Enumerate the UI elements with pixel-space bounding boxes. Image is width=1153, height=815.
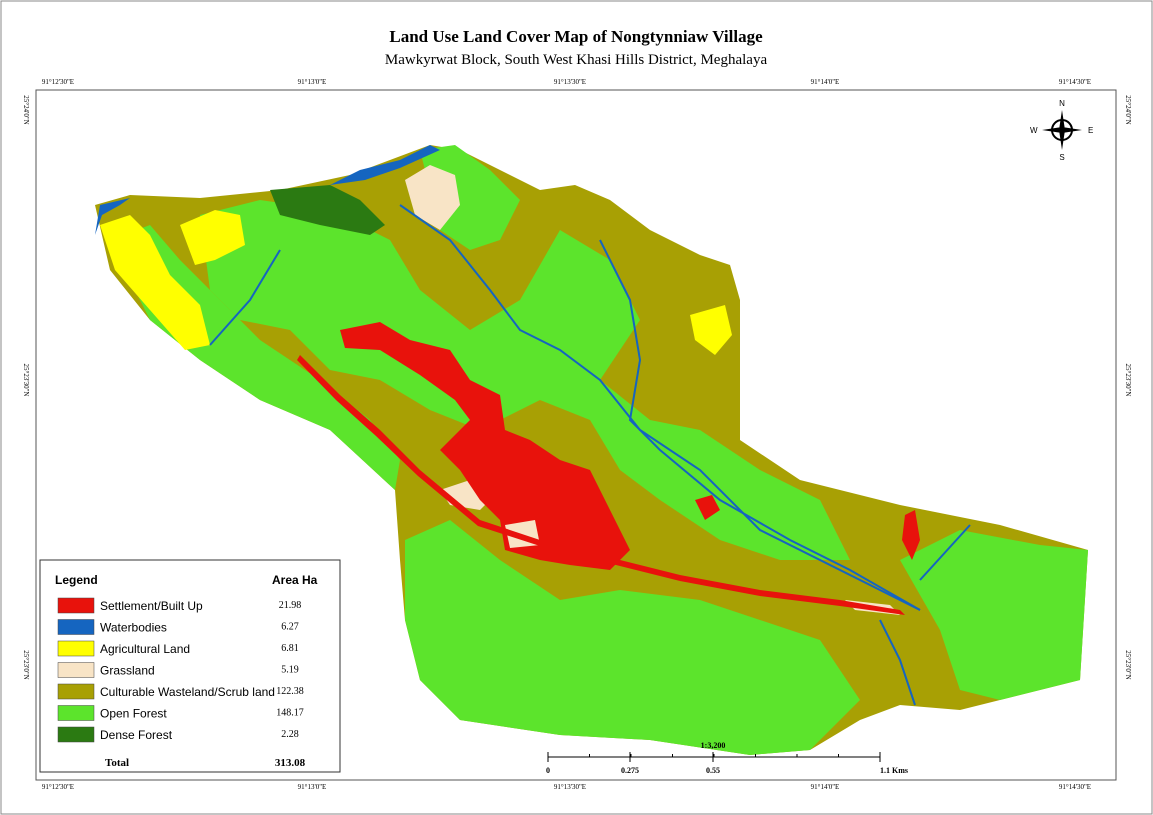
stream (919, 524, 971, 581)
title: Land Use Land Cover Map of Nongtynniaw V… (389, 27, 763, 46)
coord-bottom: 91°13'30"E (554, 783, 586, 791)
agricultural-land (690, 305, 732, 355)
coord-left: 25°24'0"N (22, 95, 30, 124)
waterbody (95, 198, 130, 235)
graticule-labels: 91°12'30"E 91°13'0"E 91°13'30"E 91°14'0"E 91… (22, 78, 1132, 791)
legend-area-header: Area Ha (272, 573, 318, 587)
settlement (902, 510, 920, 560)
map-frame (35, 89, 1117, 781)
legend-area: 6.27 (281, 622, 299, 633)
legend-swatch (57, 726, 95, 743)
legend-area: 6.81 (281, 643, 299, 654)
scale-label: 0.55 (706, 766, 720, 775)
coord-bottom: 91°12'30"E (42, 783, 74, 791)
north-arrow: N E S W (1030, 99, 1093, 162)
stream (599, 239, 921, 611)
scale-label: 0 (546, 766, 550, 775)
coord-top: 91°12'30"E (42, 78, 74, 86)
coord-right: 25°23'0"N (1124, 650, 1132, 679)
legend-swatch (57, 683, 95, 700)
legend-swatch (57, 597, 95, 614)
stream (879, 619, 916, 706)
legend-label: Dense Forest (100, 728, 173, 742)
coord-left: 25°23'30"N (22, 364, 30, 397)
stream (399, 204, 921, 611)
legend: Legend Area Ha Settlement/Built Up 21.98 W… (39, 559, 341, 773)
agricultural-land (180, 210, 245, 265)
legend-label: Settlement/Built Up (100, 599, 203, 613)
compass-e: E (1088, 126, 1093, 135)
streams (209, 204, 971, 706)
coord-top: 91°14'0"E (811, 78, 840, 86)
dense-forest (270, 185, 385, 235)
legend-title: Legend (55, 573, 98, 587)
legend-total-label: Total (105, 757, 129, 769)
land-cover (95, 145, 1088, 755)
settlement (340, 322, 630, 570)
coord-right: 25°24'0"N (1124, 95, 1132, 124)
compass-s: S (1059, 153, 1064, 162)
coord-top: 91°13'30"E (554, 78, 586, 86)
scale-label: 1.1 Kms (880, 766, 908, 775)
legend-swatch (57, 705, 95, 721)
scale-label: 0.275 (621, 766, 639, 775)
legend-label: Open Forest (100, 707, 167, 721)
settlement (695, 495, 720, 520)
open-forest (200, 200, 850, 560)
legend-label: Grassland (100, 664, 155, 678)
legend-total: 313.08 (275, 757, 306, 769)
legend-swatch (57, 662, 95, 678)
legend-label: Waterbodies (100, 621, 167, 635)
open-forest (405, 520, 860, 755)
legend-area: 21.98 (279, 600, 302, 611)
coord-right: 25°23'30"N (1124, 364, 1132, 397)
coord-top: 91°14'30"E (1059, 78, 1091, 86)
legend-label: Culturable Wasteland/Scrub land (100, 685, 275, 699)
legend-area: 122.38 (276, 686, 304, 697)
coord-bottom: 91°14'30"E (1059, 783, 1091, 791)
subtitle: Mawkyrwat Block, South West Khasi Hills … (385, 52, 768, 68)
coord-top: 91°13'0"E (298, 78, 327, 86)
legend-swatch (57, 640, 95, 657)
coord-left: 25°23'0"N (22, 650, 30, 679)
scale-ratio: 1:3,200 (701, 741, 726, 750)
compass-n: N (1059, 99, 1065, 108)
coord-bottom: 91°13'0"E (298, 783, 327, 791)
legend-label: Agricultural Land (100, 642, 190, 656)
legend-area: 5.19 (281, 665, 299, 676)
legend-area: 148.17 (276, 708, 304, 719)
open-forest (900, 530, 1088, 700)
legend-area: 2.28 (281, 729, 299, 740)
grassland (405, 165, 460, 230)
scale-bar: 1:3,200 0 0.275 0.55 1.1 Kms (546, 741, 908, 775)
coord-bottom: 91°14'0"E (811, 783, 840, 791)
stream (209, 249, 281, 346)
agricultural-land (100, 215, 210, 350)
legend-swatch (57, 619, 95, 635)
compass-w: W (1030, 126, 1038, 135)
waterbody (330, 145, 440, 185)
compass-star (1042, 110, 1082, 150)
